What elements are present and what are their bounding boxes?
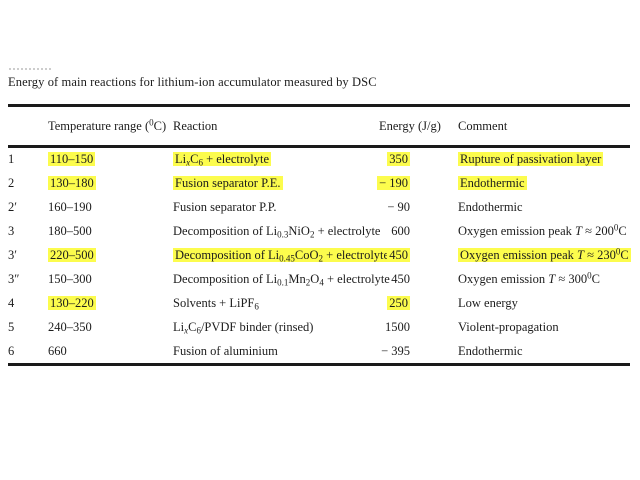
table-row: 6 660 Fusion of aluminium − 395 Endother… xyxy=(8,339,630,363)
header-energy: Energy (J/g) xyxy=(363,119,441,134)
cell-reaction: Decomposition of Li0.1Mn2O4 + electrolyt… xyxy=(173,271,390,288)
cell-energy: 450 xyxy=(391,271,410,286)
cell-row-number: 2′ xyxy=(8,200,17,215)
table-row: 5 240–350 LixC6/PVDF binder (rinsed) 150… xyxy=(8,315,630,339)
cell-temperature-range: 160–190 xyxy=(48,200,92,215)
cell-comment: Violent-propagation xyxy=(458,319,559,334)
cell-temperature-range: 240–350 xyxy=(48,319,92,334)
cell-reaction: Fusion separator P.P. xyxy=(173,200,277,215)
cell-energy: − 395 xyxy=(381,343,410,358)
cell-energy: 1500 xyxy=(385,319,410,334)
cell-energy: 600 xyxy=(391,224,410,239)
table-header-row: Temperature range (0C) Reaction Energy (… xyxy=(8,107,630,145)
dsc-reactions-table: Temperature range (0C) Reaction Energy (… xyxy=(8,104,631,367)
cell-reaction: Decomposition of Li0.3NiO2 + electrolyte xyxy=(173,224,381,240)
cell-reaction: Fusion of aluminium xyxy=(173,343,278,358)
table-row: 3″ 150–300 Decomposition of Li0.1Mn2O4 +… xyxy=(8,267,630,291)
cell-row-number: 6 xyxy=(8,343,15,358)
table-body: 1 110–150 LixC6 + electrolyte 350 Ruptur… xyxy=(8,148,631,363)
cell-energy: − 190 xyxy=(377,176,410,191)
cell-comment: Rupture of passivation layer xyxy=(458,152,604,167)
cell-temperature-range: 130–180 xyxy=(48,176,96,191)
cell-reaction: Fusion separator P.E. xyxy=(173,176,283,191)
cell-comment: Oxygen emission peak T ≈ 2000C xyxy=(458,222,627,239)
faint-print-artifact xyxy=(9,68,51,70)
header-comment: Comment xyxy=(458,118,508,133)
header-energy-label: Energy (J/g) xyxy=(379,118,441,133)
cell-reaction: LixC6/PVDF binder (rinsed) xyxy=(173,319,314,336)
cell-comment: Low energy xyxy=(458,295,518,310)
cell-row-number: 2 xyxy=(8,176,15,191)
cell-temperature-range: 110–150 xyxy=(48,152,96,167)
cell-reaction: LixC6 + electrolyte xyxy=(173,152,271,169)
cell-temperature-range: 130–220 xyxy=(48,295,96,310)
cell-comment: Oxygen emission T ≈ 3000C xyxy=(458,270,600,286)
cell-energy: 250 xyxy=(387,295,410,310)
cell-reaction: Solvents + LiPF6 xyxy=(173,295,259,312)
cell-energy: − 90 xyxy=(387,200,410,215)
cell-comment: Oxygen emission peak T ≈ 2300C xyxy=(458,246,631,262)
cell-comment: Endothermic xyxy=(458,200,523,215)
header-reaction: Reaction xyxy=(173,118,218,133)
cell-row-number: 3′ xyxy=(8,248,17,262)
cell-energy: 350 xyxy=(387,152,410,167)
table-top-rule xyxy=(8,104,630,107)
cell-energy: 450 xyxy=(387,248,410,262)
cell-row-number: 3 xyxy=(8,224,15,239)
table-bottom-rule xyxy=(8,363,630,367)
cell-temperature-range: 660 xyxy=(48,343,67,358)
table-row: 2′ 160–190 Fusion separator P.P. − 90 En… xyxy=(8,196,630,220)
cell-comment: Endothermic xyxy=(458,343,523,358)
table-header-rule xyxy=(8,145,630,148)
table-row: 1 110–150 LixC6 + electrolyte 350 Ruptur… xyxy=(8,148,630,172)
cell-comment: Endothermic xyxy=(458,176,527,191)
cell-reaction: Decomposition of Li0.45CoO2 + electrolyt… xyxy=(173,248,392,264)
cell-temperature-range: 220–500 xyxy=(48,248,96,262)
table-row: 4 130–220 Solvents + LiPF6 250 Low energ… xyxy=(8,291,630,315)
table-row: 2 130–180 Fusion separator P.E. − 190 En… xyxy=(8,172,630,196)
table-caption: Energy of main reactions for lithium-ion… xyxy=(8,75,377,89)
table-row: 3 180–500 Decomposition of Li0.3NiO2 + e… xyxy=(8,220,630,244)
cell-temperature-range: 180–500 xyxy=(48,224,92,239)
cell-row-number: 1 xyxy=(8,152,15,167)
header-temperature-range: Temperature range (0C) xyxy=(48,117,167,133)
cell-temperature-range: 150–300 xyxy=(48,271,92,286)
cell-row-number: 4 xyxy=(8,295,15,310)
cell-row-number: 5 xyxy=(8,319,15,334)
table-row: 3′ 220–500 Decomposition of Li0.45CoO2 +… xyxy=(8,244,631,268)
cell-row-number: 3″ xyxy=(8,271,20,286)
